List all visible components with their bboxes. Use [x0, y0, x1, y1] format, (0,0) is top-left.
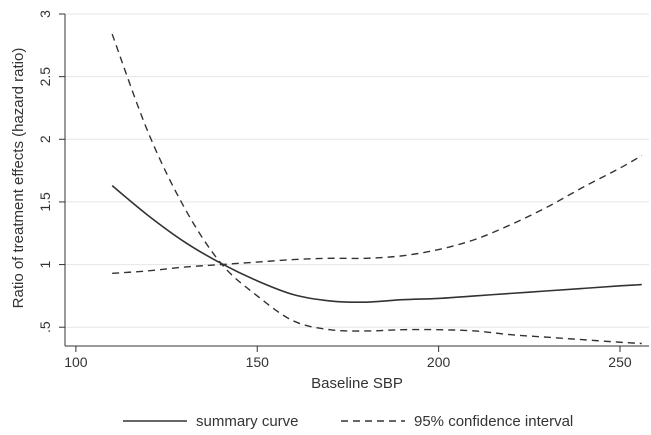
legend: summary curve 95% confidence interval	[123, 413, 573, 430]
x-tick-label: 100	[64, 354, 88, 370]
y-axis-label: Ratio of treatment effects (hazard ratio…	[10, 48, 27, 309]
x-tick-label: 150	[246, 354, 270, 370]
x-tick-label: 250	[608, 354, 632, 370]
y-tick-label: 1.5	[37, 192, 53, 212]
grid-layer	[65, 13, 649, 328]
y-tick-label: 1	[37, 260, 53, 268]
y-tick-label: 2	[37, 135, 53, 143]
x-tick-label: 200	[427, 354, 451, 370]
y-tick-label: .5	[37, 321, 53, 333]
upper-ci-line	[111, 33, 642, 345]
x-axis-label: Baseline SBP	[311, 375, 403, 392]
summary-curve-line	[111, 185, 642, 304]
series-layer	[111, 33, 643, 345]
y-tick-label: 2.5	[37, 67, 53, 87]
y-tick-label: 3	[37, 10, 53, 18]
ticks-layer: .5 1 1.5 2 2.5 3 100 150 200 250	[37, 10, 632, 370]
lower-ci-line	[112, 154, 643, 275]
axes-layer	[64, 14, 649, 347]
legend-label-confidence-interval: 95% confidence interval	[414, 413, 573, 430]
legend-label-summary-curve: summary curve	[196, 413, 299, 430]
